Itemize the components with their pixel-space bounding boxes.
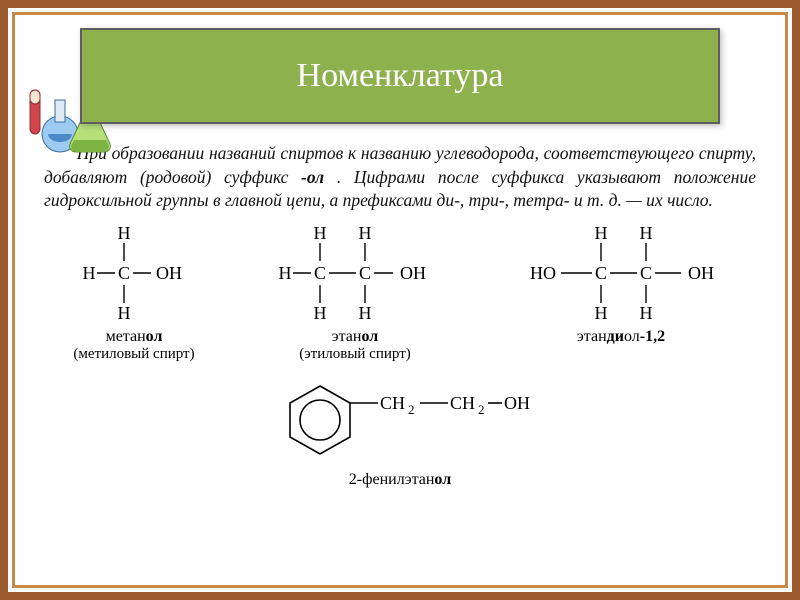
svg-text:H: H: [595, 223, 608, 243]
svg-text:H: H: [359, 303, 372, 323]
svg-text:H: H: [640, 303, 653, 323]
methanol-suffix: ол: [146, 328, 163, 345]
svg-text:H: H: [640, 223, 653, 243]
svg-text:OH: OH: [400, 263, 426, 283]
slide-frame: Номенклатура При образовании названий сп…: [0, 0, 800, 600]
mol-ethanol: H H H C C OH H H этано: [265, 223, 445, 363]
svg-text:OH: OH: [156, 263, 182, 283]
structures-row-2: CH2 CH2 OH 2-фенилэтанол: [8, 363, 792, 489]
phenylethanol-root: этан: [405, 471, 435, 488]
ethanediol-name: этандиол-1,2: [511, 327, 731, 346]
svg-text:H: H: [359, 223, 372, 243]
svg-text:OH: OH: [688, 263, 714, 283]
ethanol-root: этан: [332, 328, 362, 345]
svg-text:2: 2: [408, 402, 415, 417]
svg-text:H: H: [118, 303, 131, 323]
description-paragraph: При образовании названий спиртов к назва…: [8, 124, 792, 213]
methanol-sub: (метиловый спирт): [69, 346, 199, 363]
ethanediol-ol: ол: [624, 328, 640, 345]
svg-text:H: H: [314, 223, 327, 243]
mol-phenylethanol: CH2 CH2 OH 2-фенилэтанол: [270, 371, 530, 489]
header-title: Номенклатура: [297, 57, 504, 95]
svg-text:H: H: [118, 223, 131, 243]
ethanediol-di: ди: [607, 328, 624, 345]
header-banner: Номенклатура: [80, 28, 720, 124]
svg-text:CH: CH: [380, 393, 405, 413]
ethanol-sub: (этиловый спирт): [265, 346, 445, 363]
desc-suffix-ol: -ол: [301, 167, 324, 187]
svg-text:C: C: [359, 263, 371, 283]
ethanediol-root: этан: [577, 328, 607, 345]
svg-text:OH: OH: [504, 393, 530, 413]
mol-methanol: H H C OH H метанол (метиловый спирт): [69, 223, 199, 363]
ethanediol-loc: -1,2: [640, 328, 665, 345]
svg-text:H: H: [279, 263, 292, 283]
desc-part-e: и т. д. — их число.: [574, 190, 713, 210]
svg-text:C: C: [595, 263, 607, 283]
phenylethanol-name: 2-фенилэтанол: [270, 470, 530, 489]
svg-text:H: H: [83, 263, 96, 283]
svg-text:2: 2: [478, 402, 485, 417]
methanol-name: метанол: [69, 327, 199, 346]
mol-ethanediol: H H HO C C OH H H этан: [511, 223, 731, 346]
svg-text:HO: HO: [530, 263, 556, 283]
ethanol-name: этанол: [265, 327, 445, 346]
phenylethanol-prefix: 2-фенил: [349, 471, 405, 488]
svg-text:C: C: [118, 263, 130, 283]
svg-text:CH: CH: [450, 393, 475, 413]
svg-text:H: H: [595, 303, 608, 323]
svg-text:C: C: [314, 263, 326, 283]
structures-row-1: H H C OH H метанол (метиловый спирт): [8, 213, 792, 363]
svg-text:H: H: [314, 303, 327, 323]
desc-prefixes: ди-, три-, тетра-: [437, 190, 570, 210]
methanol-root: метан: [106, 328, 146, 345]
ethanol-suffix: ол: [361, 328, 378, 345]
phenylethanol-suffix: ол: [434, 471, 451, 488]
svg-text:C: C: [640, 263, 652, 283]
